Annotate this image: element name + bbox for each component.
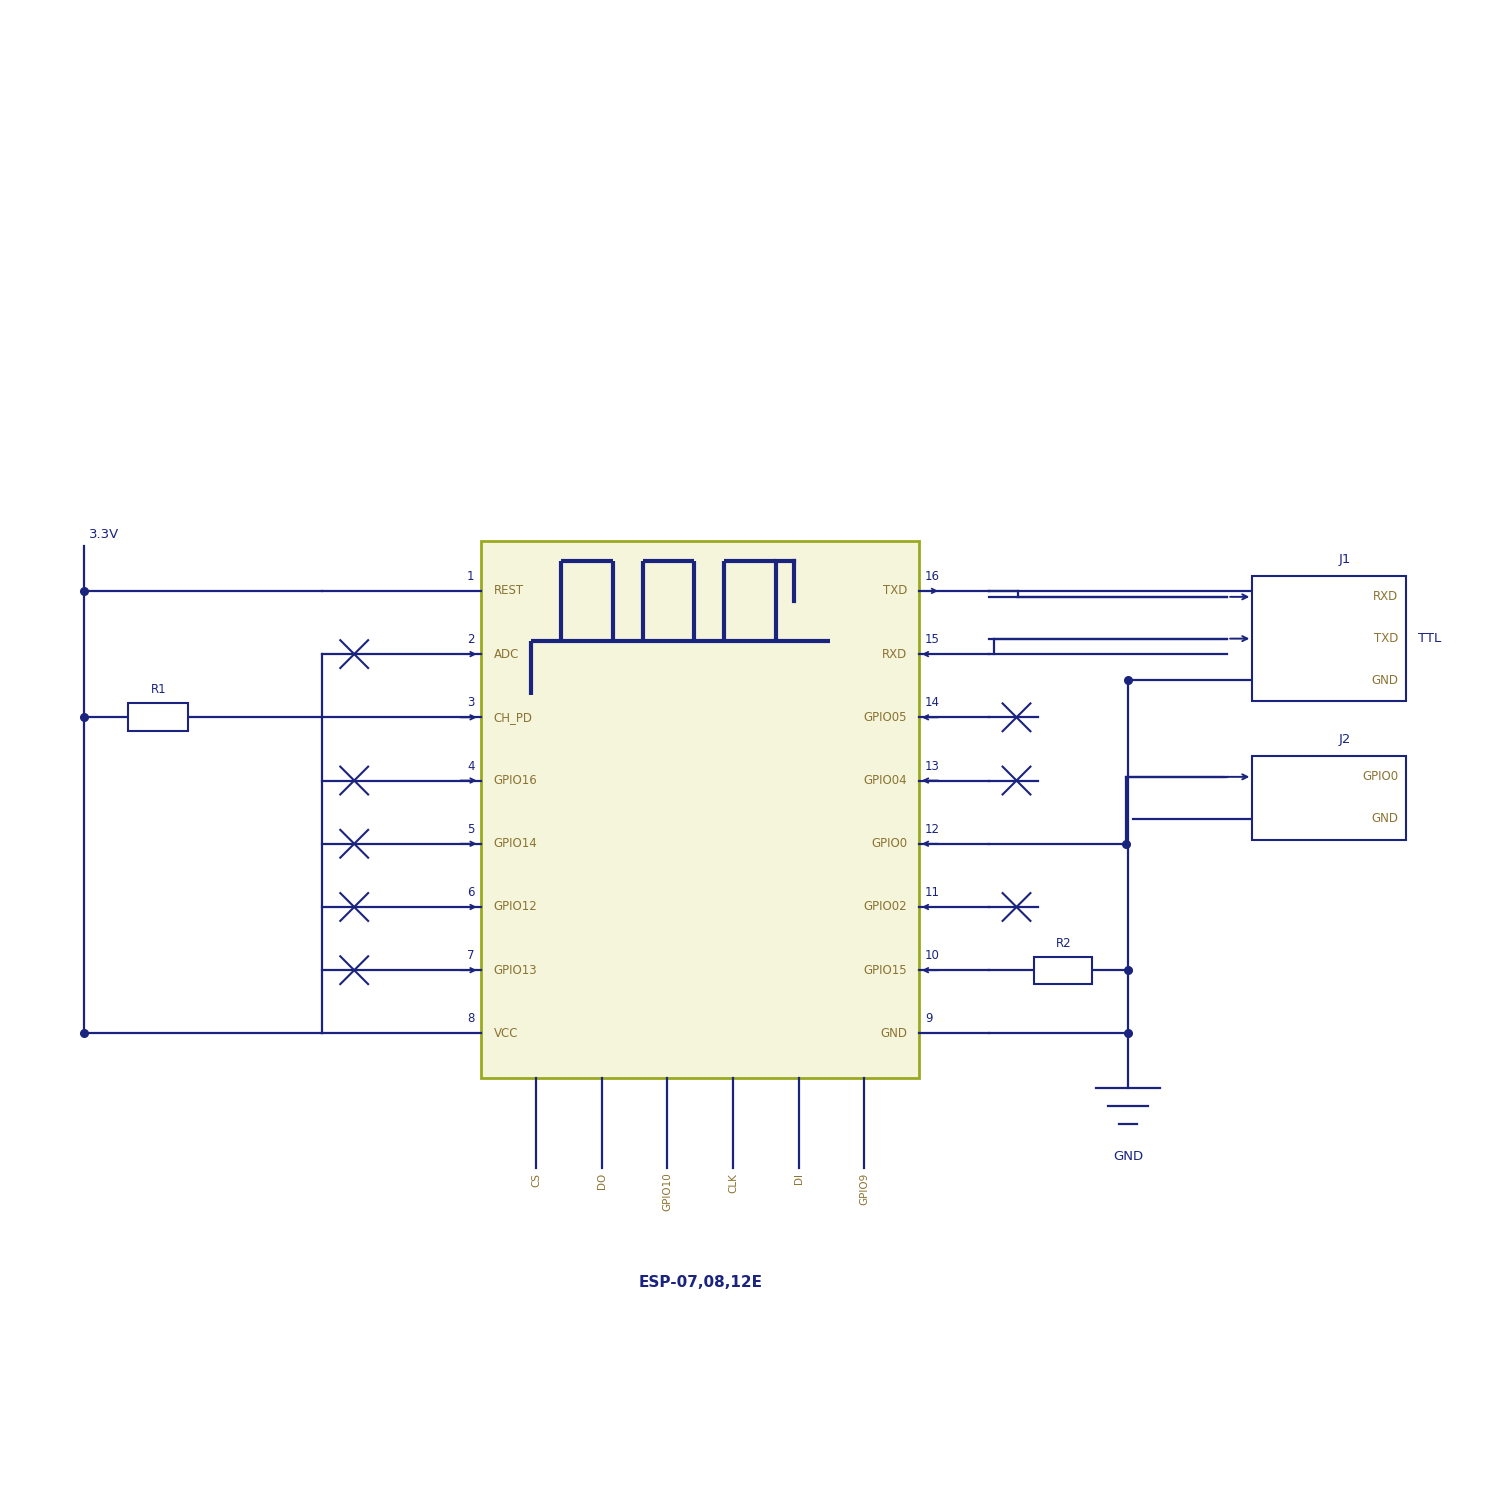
Text: GPIO9: GPIO9 xyxy=(859,1173,870,1204)
Text: GND: GND xyxy=(1113,1150,1143,1162)
FancyArrowPatch shape xyxy=(460,842,474,846)
FancyArrowPatch shape xyxy=(1230,594,1246,600)
FancyArrowPatch shape xyxy=(924,652,938,657)
Text: RXD: RXD xyxy=(1372,591,1398,603)
Text: RXD: RXD xyxy=(882,648,908,660)
Text: GPIO04: GPIO04 xyxy=(864,774,907,788)
Text: DI: DI xyxy=(794,1173,804,1184)
Text: 7: 7 xyxy=(466,950,474,962)
Text: 8: 8 xyxy=(466,1013,474,1026)
FancyArrowPatch shape xyxy=(460,904,474,909)
Text: TXD: TXD xyxy=(882,585,908,597)
FancyArrowPatch shape xyxy=(460,968,474,972)
FancyArrowPatch shape xyxy=(1230,636,1246,640)
Text: 16: 16 xyxy=(926,570,940,584)
Text: GPIO14: GPIO14 xyxy=(494,837,537,850)
Text: 1K: 1K xyxy=(1054,963,1072,976)
Text: GPIO13: GPIO13 xyxy=(494,963,537,976)
Text: TTL: TTL xyxy=(1419,632,1442,645)
Text: 13: 13 xyxy=(926,759,940,772)
Text: 3: 3 xyxy=(466,696,474,709)
FancyArrowPatch shape xyxy=(924,904,938,909)
FancyArrowPatch shape xyxy=(460,716,474,720)
Text: 5: 5 xyxy=(466,824,474,836)
Text: CS: CS xyxy=(531,1173,542,1186)
Text: 15: 15 xyxy=(926,633,940,646)
FancyArrowPatch shape xyxy=(460,652,474,657)
Text: DO: DO xyxy=(597,1173,608,1190)
FancyArrowPatch shape xyxy=(924,968,938,972)
Text: ESP-07,08,12E: ESP-07,08,12E xyxy=(639,1275,762,1290)
Text: 9: 9 xyxy=(926,1013,933,1026)
Bar xyxy=(1252,576,1407,702)
FancyArrowPatch shape xyxy=(924,716,938,720)
Text: GPIO12: GPIO12 xyxy=(494,900,537,914)
Bar xyxy=(1252,756,1407,840)
Text: 2: 2 xyxy=(466,633,474,646)
FancyArrowPatch shape xyxy=(924,842,938,846)
Bar xyxy=(482,542,920,1078)
Text: J2: J2 xyxy=(1338,734,1352,746)
Text: GND: GND xyxy=(1371,674,1398,687)
Text: ADC: ADC xyxy=(494,648,519,660)
Text: REST: REST xyxy=(494,585,524,597)
Text: GPIO10: GPIO10 xyxy=(663,1173,672,1212)
Text: CLK: CLK xyxy=(728,1173,738,1192)
Text: GPIO0: GPIO0 xyxy=(1362,771,1398,783)
FancyArrowPatch shape xyxy=(460,778,474,783)
Text: GND: GND xyxy=(880,1028,908,1039)
Text: R1: R1 xyxy=(150,684,166,696)
Text: 10: 10 xyxy=(926,950,940,962)
Bar xyxy=(1035,957,1092,984)
Text: VCC: VCC xyxy=(494,1028,517,1039)
Text: GPIO0: GPIO0 xyxy=(871,837,907,850)
Text: GPIO15: GPIO15 xyxy=(864,963,907,976)
Text: GPIO05: GPIO05 xyxy=(864,711,907,724)
Text: GND: GND xyxy=(1371,812,1398,825)
Bar xyxy=(129,704,188,730)
Text: 12: 12 xyxy=(926,824,940,836)
Text: GPIO02: GPIO02 xyxy=(864,900,907,914)
FancyArrowPatch shape xyxy=(1227,774,1246,780)
FancyArrowPatch shape xyxy=(924,778,938,783)
Text: J1: J1 xyxy=(1338,554,1352,566)
Text: GPIO16: GPIO16 xyxy=(494,774,537,788)
Text: R2: R2 xyxy=(1056,938,1071,950)
Text: 1: 1 xyxy=(466,570,474,584)
Text: TXD: TXD xyxy=(1374,632,1398,645)
Text: 11: 11 xyxy=(926,886,940,898)
Text: 1K: 1K xyxy=(150,711,166,724)
Text: 14: 14 xyxy=(926,696,940,709)
FancyArrowPatch shape xyxy=(922,588,936,592)
Text: CH_PD: CH_PD xyxy=(494,711,532,724)
Text: 4: 4 xyxy=(466,759,474,772)
Text: 6: 6 xyxy=(466,886,474,898)
Text: 3.3V: 3.3V xyxy=(88,528,118,542)
